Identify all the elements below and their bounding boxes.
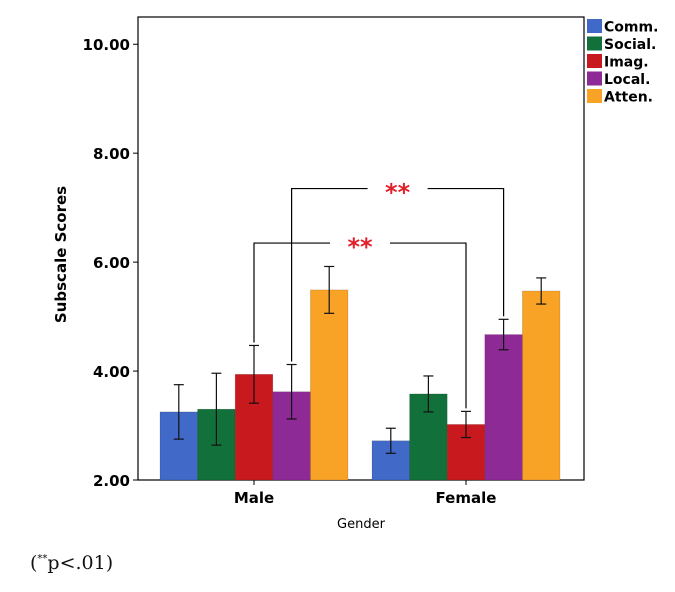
significance-bracket — [291, 187, 368, 362]
bar-female-atten — [522, 290, 561, 481]
legend-swatch — [587, 19, 602, 33]
bar-chart: 2.00 4.00 6.00 8.00 10.00 Subscale Scores Male… — [52, 16, 658, 532]
legend-label: Local. — [604, 72, 650, 88]
y-tick-label: 6.00 — [93, 254, 130, 272]
legend-label: Social. — [604, 37, 656, 53]
legend-label: Imag. — [604, 55, 649, 71]
footnote-open: ( — [30, 552, 38, 574]
x-tick-label-female: Female — [436, 489, 497, 507]
significance-bracket — [253, 242, 330, 343]
x-axis-label: Gender — [337, 517, 386, 532]
legend-label: Comm. — [604, 20, 658, 36]
plot-area: 2.00 4.00 6.00 8.00 10.00 Subscale Scores Male… — [52, 16, 658, 532]
y-axis-label: Subscale Scores — [52, 186, 70, 323]
footnote-text: p<.01) — [47, 552, 114, 574]
y-tick-label: 8.00 — [93, 145, 130, 163]
legend-swatch — [587, 89, 602, 103]
legend-label: Atten. — [604, 90, 653, 106]
y-tick-label: 10.00 — [83, 36, 130, 54]
significance-footnote: (**p<.01) — [30, 552, 113, 574]
significance-bracket — [390, 242, 467, 409]
plot-frame — [137, 16, 585, 481]
y-tick-label: 4.00 — [93, 363, 130, 381]
significance-stars: ** — [347, 233, 373, 261]
y-tick-label: 2.00 — [93, 472, 130, 490]
significance-bracket — [427, 187, 505, 317]
x-tick-label-male: Male — [234, 489, 274, 507]
significance-stars: ** — [385, 179, 411, 207]
legend-swatch — [587, 54, 602, 68]
bar-male-atten — [310, 289, 349, 481]
footnote-stars: ** — [37, 553, 48, 565]
legend-swatch — [587, 36, 602, 51]
legend-swatch — [587, 71, 602, 86]
bar-female-local — [484, 334, 523, 481]
